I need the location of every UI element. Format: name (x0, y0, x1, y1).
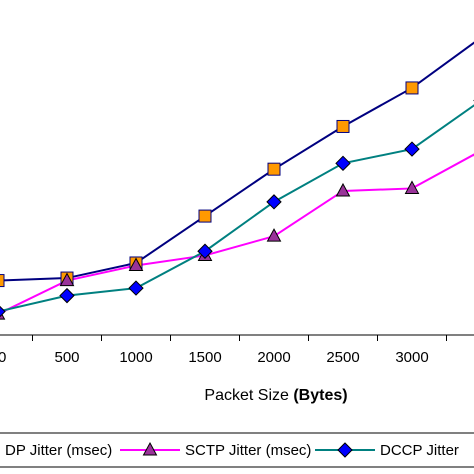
legend-box (0, 432, 474, 468)
x-tick-label: 500 (54, 349, 79, 366)
series-lines-layer (0, 41, 474, 315)
x-ticks-layer: 00500100015002000250030003 (0, 335, 447, 366)
legend-label: DP Jitter (msec) (5, 442, 112, 459)
x-axis-title-main: Packet Size (204, 387, 293, 404)
data-point (266, 228, 282, 242)
data-point (197, 243, 213, 259)
data-point (0, 274, 5, 288)
data-point (59, 272, 75, 287)
data-point (59, 287, 75, 304)
legend-label: DCCP Jitter (380, 442, 459, 459)
data-point (0, 305, 6, 318)
data-point (335, 155, 351, 172)
legend-swatch-marker (142, 441, 158, 456)
data-point (266, 194, 282, 210)
series-line (0, 153, 474, 315)
data-point (198, 209, 212, 223)
legend: DP Jitter (msec) SCTP Jitter (msec) DCCP J… (0, 432, 474, 468)
data-point (404, 141, 420, 157)
x-axis-title: Packet Size (Bytes) (204, 387, 347, 404)
data-point (128, 257, 144, 271)
x-tick-label: 3000 (395, 349, 428, 366)
series-line (0, 41, 474, 282)
data-point (128, 280, 144, 296)
x-tick-label: 1500 (188, 349, 221, 366)
data-point (404, 180, 420, 194)
data-point (335, 182, 351, 197)
series-line (0, 104, 474, 313)
x-axis-title-unit: (Bytes) (293, 387, 347, 404)
x-tick-label: 1000 (119, 349, 152, 366)
legend-swatch-marker (337, 442, 353, 458)
data-point (405, 81, 419, 95)
data-point (336, 119, 350, 133)
data-point (267, 162, 281, 176)
x-tick-label: 00 (0, 349, 6, 366)
series-markers-layer (0, 81, 474, 320)
legend-label: SCTP Jitter (msec) (185, 442, 311, 459)
x-tick-label: 2500 (326, 349, 359, 366)
x-tick-label: 2000 (257, 349, 290, 366)
